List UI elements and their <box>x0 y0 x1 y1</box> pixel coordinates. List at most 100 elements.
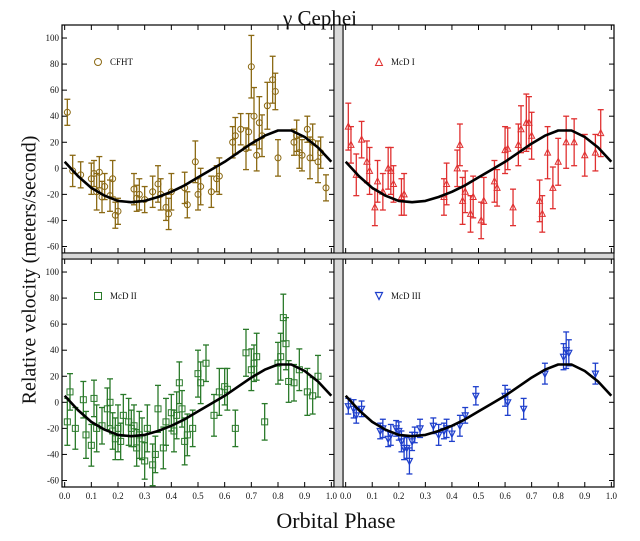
point-marker <box>416 425 425 434</box>
data-point <box>503 127 512 171</box>
point-marker <box>261 418 269 426</box>
legend-label: McD III <box>391 291 421 301</box>
data-point <box>562 115 570 169</box>
point-marker <box>429 422 438 431</box>
data-point <box>517 105 525 154</box>
y-tick-label: 40 <box>50 345 60 355</box>
point-marker <box>173 411 181 419</box>
y-tick-label: 20 <box>50 371 60 381</box>
data-point <box>173 391 181 440</box>
data-point <box>125 397 133 446</box>
data-point <box>66 373 74 411</box>
point-marker <box>183 201 191 209</box>
x-tick-label: 0.6 <box>499 491 511 501</box>
point-marker <box>564 349 573 358</box>
point-marker <box>119 411 127 419</box>
data-point <box>151 435 159 474</box>
data-point <box>347 125 355 164</box>
y-tick-label: -40 <box>47 449 59 459</box>
point-marker <box>303 388 311 396</box>
data-point <box>223 367 231 411</box>
data-point <box>564 339 573 367</box>
data-point <box>135 178 143 211</box>
y-tick-label: -60 <box>47 241 59 251</box>
data-point <box>95 155 103 189</box>
point-marker <box>87 441 95 449</box>
legend-marker <box>94 292 102 300</box>
point-marker <box>469 192 477 200</box>
point-marker <box>101 183 109 191</box>
data-point <box>373 159 382 203</box>
point-marker <box>580 150 589 159</box>
point-marker <box>149 188 157 196</box>
point-marker <box>357 405 366 414</box>
data-point <box>525 96 533 150</box>
data-point <box>253 332 261 381</box>
point-marker <box>114 207 122 215</box>
x-tick-label: 0.8 <box>553 491 565 501</box>
panel-frame <box>342 258 615 488</box>
point-marker <box>141 457 149 465</box>
legend-label: McD II <box>110 291 137 301</box>
point-marker <box>237 125 245 133</box>
data-point <box>285 359 293 403</box>
x-tick-label: 0.2 <box>112 491 123 501</box>
point-marker <box>400 189 408 198</box>
y-tick-label: 60 <box>50 85 60 95</box>
legend-marker <box>374 291 384 301</box>
point-marker <box>503 144 512 152</box>
point-marker <box>447 430 456 439</box>
point-marker <box>535 196 544 204</box>
legend-marker <box>374 57 384 66</box>
data-point <box>263 81 271 130</box>
point-marker <box>543 148 552 156</box>
point-marker <box>591 148 600 156</box>
point-marker <box>466 209 475 217</box>
data-point <box>106 378 114 427</box>
point-marker <box>143 424 151 432</box>
point-marker <box>79 396 87 404</box>
point-marker <box>162 418 170 426</box>
point-marker <box>223 385 231 393</box>
x-tick-label: 1.0 <box>326 491 338 501</box>
data-point <box>90 379 98 418</box>
x-tick-label: 0.4 <box>166 491 178 501</box>
data-point <box>455 414 464 437</box>
data-point <box>202 344 210 383</box>
data-point <box>384 146 392 190</box>
point-marker <box>66 388 74 396</box>
point-marker <box>151 450 159 458</box>
legend-label: CFHT <box>110 57 134 67</box>
point-marker <box>405 457 414 466</box>
point-marker <box>493 183 501 191</box>
point-marker <box>175 379 183 387</box>
point-marker <box>277 353 285 361</box>
point-marker <box>363 157 371 165</box>
point-marker <box>480 196 488 204</box>
data-point <box>114 197 122 225</box>
y-tick-label: 0 <box>55 163 60 173</box>
data-point <box>493 168 501 207</box>
data-point <box>130 404 138 448</box>
data-point <box>261 402 269 441</box>
point-marker <box>95 168 103 176</box>
x-tick-label: 0.5 <box>473 491 485 501</box>
y-tick-label: 60 <box>50 319 60 329</box>
data-point <box>298 139 306 172</box>
point-marker <box>389 179 398 187</box>
data-point <box>591 133 600 172</box>
point-marker <box>250 112 258 120</box>
panel-mcd-ii: -60 -40 -20 0 20 40 60 80 100 0.0 0.1 0.2 0.3 0.4 0.5 0… <box>46 258 338 501</box>
data-point <box>191 140 199 184</box>
horizontal-separator <box>61 252 615 260</box>
data-point <box>580 133 589 177</box>
legend: CFHT <box>94 57 134 67</box>
model-curve <box>63 363 333 438</box>
legend-label: McD I <box>391 57 415 67</box>
data-point <box>538 195 547 233</box>
data-layer <box>63 34 333 231</box>
panel-mcd-iii: 0.0 0.1 0.2 0.3 0.4 0.5 0.6 0.7 0.8 0.9 1.0 McD III <box>340 258 617 501</box>
point-marker <box>461 187 470 195</box>
data-point <box>461 170 470 214</box>
point-marker <box>344 403 353 412</box>
